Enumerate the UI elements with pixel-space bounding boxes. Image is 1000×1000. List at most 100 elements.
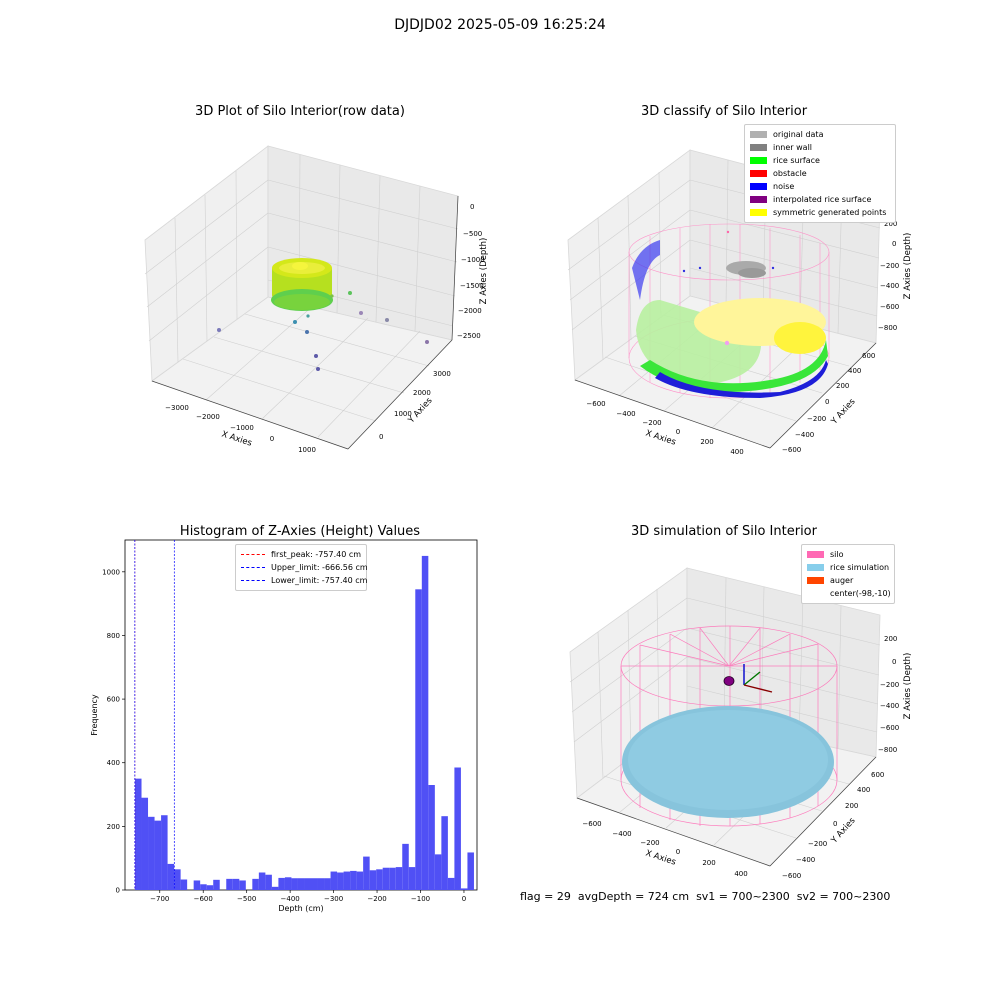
panel1-ztick: −1000 <box>461 256 485 264</box>
histogram-bar <box>421 555 429 890</box>
panel1-ztick: −2000 <box>458 307 482 315</box>
legend-swatch <box>750 209 767 216</box>
histogram-bars <box>134 555 474 890</box>
panel3-ztick: −400 <box>880 702 899 710</box>
panel3-axis-lines <box>576 756 877 867</box>
panel3-xtick: −200 <box>640 839 659 847</box>
panel3-auger <box>723 664 773 693</box>
histogram-bar <box>467 852 474 890</box>
panel2-zlabel: Z Axies (Depth) <box>903 233 913 300</box>
panel3-rice-surface <box>622 706 834 818</box>
panel1-ztick: −2500 <box>457 332 481 340</box>
histogram-bar <box>278 877 285 890</box>
histogram-bar <box>213 879 220 890</box>
legend-label: noise <box>773 182 795 191</box>
panel3-xtick: 400 <box>734 870 747 878</box>
panel1-xtick: 0 <box>270 435 274 443</box>
histogram-ytick-label: 600 <box>107 696 120 704</box>
panel2-ztick: −400 <box>880 282 899 290</box>
panel1-ylabel: Y Axies <box>406 395 435 426</box>
legend-swatch <box>807 564 824 571</box>
panel3-grid <box>569 577 881 846</box>
histogram-bar <box>304 878 311 890</box>
histogram-bar <box>226 878 233 890</box>
panel1-title: 3D Plot of Silo Interior(row data) <box>195 104 405 119</box>
histogram-bar <box>330 871 338 890</box>
footer-status: flag = 29 avgDepth = 724 cm sv1 = 700~23… <box>520 890 890 903</box>
histogram-bar <box>291 878 298 890</box>
legend-item: auger <box>807 574 889 587</box>
panel3-ztick: −800 <box>878 746 897 754</box>
panel1-zlabel: Z Axies (Depth) <box>479 238 489 305</box>
legend-line <box>241 554 265 555</box>
histogram-bar <box>363 856 370 890</box>
panel2-ytick: 400 <box>848 367 861 375</box>
panel2-points <box>632 230 828 398</box>
panel1-points <box>217 258 429 371</box>
panel3-ztick: 200 <box>884 635 897 643</box>
histogram-bar <box>408 867 416 890</box>
histogram-ytick-label: 800 <box>107 632 120 640</box>
panel1-xlabel: X Axies <box>220 429 253 448</box>
figure-title: DJDJD02 2025-05-09 16:25:24 <box>394 17 606 33</box>
histogram-bar <box>389 867 396 890</box>
legend-item: symmetric generated points <box>750 206 890 219</box>
legend-item: original data <box>750 128 890 141</box>
histogram-bar <box>434 854 442 890</box>
panel2-silo-wireframe <box>628 223 830 399</box>
panel2-xtick: −200 <box>642 419 661 427</box>
legend-label: Upper_limit: -666.56 cm <box>271 563 368 572</box>
legend-item: rice simulation <box>807 561 889 574</box>
legend-item: Upper_limit: -666.56 cm <box>241 561 368 574</box>
histogram-ytick-label: 400 <box>107 759 120 767</box>
histogram-ylabel: Frequency <box>90 694 99 736</box>
flag-value: flag = 29 <box>520 890 571 903</box>
legend-swatch <box>807 590 824 597</box>
legend-item: Lower_limit: -757.40 cm <box>241 574 367 587</box>
legend-label: interpolated rice surface <box>773 195 872 204</box>
panel3-xtick: −400 <box>612 830 631 838</box>
legend-label: center(-98,-10) <box>830 589 891 598</box>
legend-label: obstacle <box>773 169 807 178</box>
panel1-ytick: 1000 <box>394 410 412 418</box>
legend-item: first_peak: -757.40 cm <box>241 548 361 561</box>
histogram-bar <box>167 863 175 890</box>
panel2-xtick: 0 <box>676 428 680 436</box>
panel1-xtick: −3000 <box>165 404 189 412</box>
histogram-bar <box>258 872 266 890</box>
sv2-value: sv2 = 700~2300 <box>796 890 891 903</box>
panel2-ytick: −400 <box>795 431 814 439</box>
histogram-bar <box>232 878 240 890</box>
panel2-ztick: −200 <box>880 262 899 270</box>
histogram-yticks: 0 200 400 600 800 1000 <box>102 568 125 895</box>
panel1-ytick: 0 <box>379 433 383 441</box>
panel3-xtick: 200 <box>702 859 715 867</box>
panel3-xtick: 0 <box>676 848 680 856</box>
legend-item: inner wall <box>750 141 890 154</box>
legend-swatch <box>807 577 824 584</box>
panel3-ytick: 0 <box>833 820 837 828</box>
legend-label: rice surface <box>773 156 820 165</box>
histogram-bar <box>161 815 168 890</box>
histogram-bar <box>454 767 461 890</box>
histogram-xtick-label: −500 <box>237 895 256 903</box>
panel2-xtick: −400 <box>616 410 635 418</box>
panel3-ytick: 600 <box>871 771 884 779</box>
legend-item: silo <box>807 548 889 561</box>
legend-swatch <box>807 551 824 558</box>
panel3-xlabel: X Axies <box>644 848 677 867</box>
legend-swatch <box>750 196 767 203</box>
panel1-xtick: 1000 <box>298 446 316 454</box>
panel2-ytick: 0 <box>825 398 829 406</box>
histogram-vlines <box>134 540 175 890</box>
panel3-zlabel: Z Axies (Depth) <box>903 653 913 720</box>
panel2-title: 3D classify of Silo Interior <box>640 104 808 119</box>
histogram-bar <box>428 785 435 890</box>
histogram-title: Histogram of Z-Axies (Height) Values <box>179 524 421 539</box>
histogram-xtick-label: 0 <box>462 895 466 903</box>
panel3-ylabel: Y Axies <box>829 815 858 846</box>
histogram-bar <box>460 888 468 890</box>
histogram-bar <box>310 878 318 890</box>
legend-item: obstacle <box>750 167 890 180</box>
legend-swatch <box>750 131 767 138</box>
